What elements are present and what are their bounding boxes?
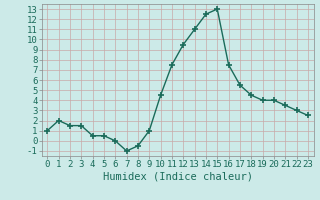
X-axis label: Humidex (Indice chaleur): Humidex (Indice chaleur): [103, 172, 252, 182]
